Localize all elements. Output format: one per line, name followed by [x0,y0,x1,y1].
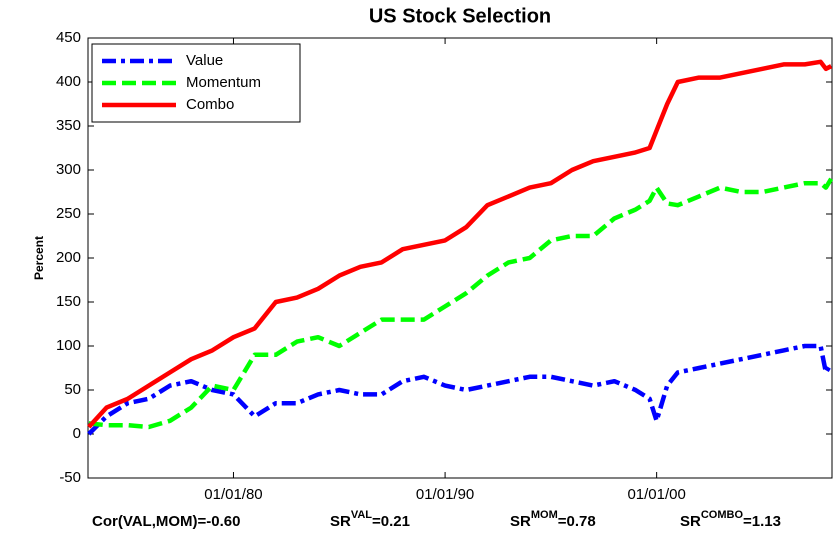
annotation-text: SR [330,513,351,530]
chart-title: US Stock Selection [369,5,551,27]
annotation-text: Cor(VAL,MOM)=-0.60 [92,513,240,530]
annotation-text: =0.78 [558,513,596,530]
annotation: SRVAL=0.21 [330,509,410,530]
y-tick-label: 100 [56,337,81,354]
y-tick-label: 200 [56,249,81,266]
x-tick-label: 01/01/80 [204,486,262,503]
y-tick-label: 0 [73,425,81,442]
series-line [87,59,833,429]
y-tick-label: 250 [56,205,81,222]
y-tick-label: -50 [59,469,81,486]
x-tick-label: 01/01/00 [627,486,685,503]
annotation-text: =0.21 [372,513,410,530]
y-tick-label: 300 [56,161,81,178]
annotation-text: SR [680,513,701,530]
series-line [88,177,834,430]
annotation: SRMOM=0.78 [510,509,596,530]
y-tick-label: 50 [64,381,81,398]
y-tick-label: 150 [56,293,81,310]
annotation-text: =1.13 [743,513,781,530]
annotation-sup: COMBO [701,509,744,521]
legend-label: Value [186,52,223,69]
y-tick-label: 400 [56,73,81,90]
y-axis-label: Percent [32,236,46,280]
annotation-sup: VAL [351,509,372,521]
legend-label: Combo [186,96,234,113]
annotation-sup: MOM [531,509,558,521]
y-tick-label: 450 [56,29,81,46]
annotation: SRCOMBO=1.13 [680,509,781,530]
legend-label: Momentum [186,74,261,91]
series-line [87,343,834,436]
x-tick-label: 01/01/90 [416,486,474,503]
annotation: Cor(VAL,MOM)=-0.60 [92,513,240,530]
y-tick-label: 350 [56,117,81,134]
annotation-text: SR [510,513,531,530]
